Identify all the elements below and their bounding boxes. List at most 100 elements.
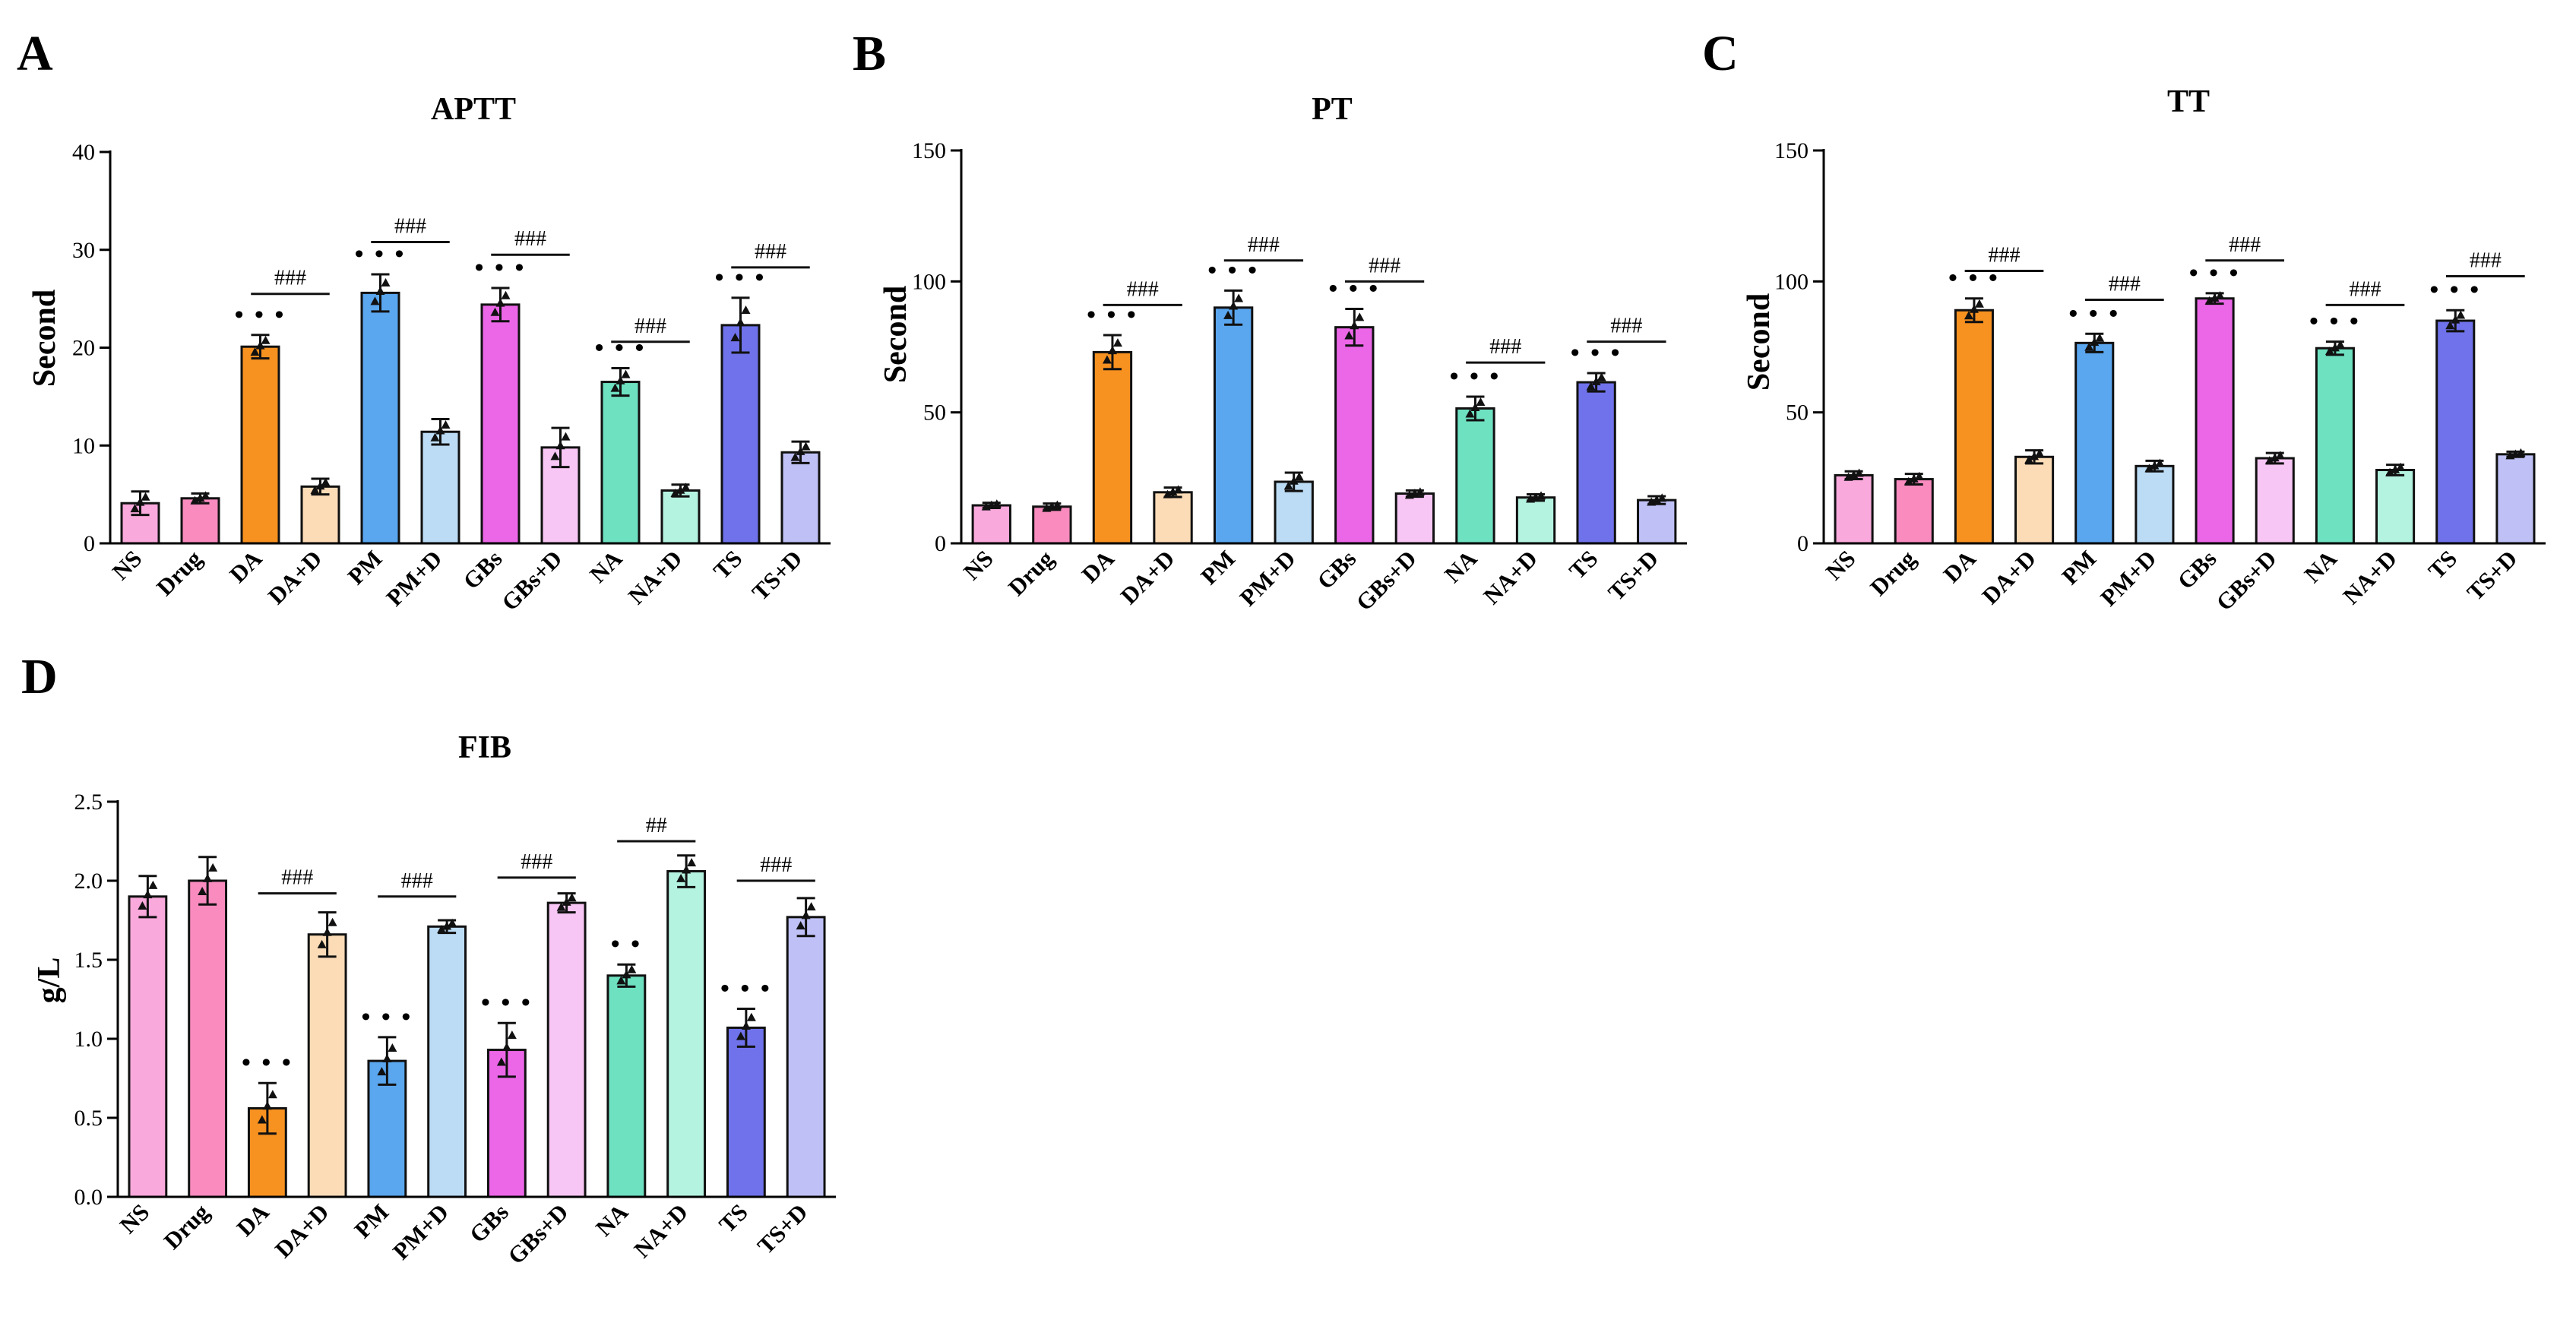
x-tick-label-pm-plus-d: PM+D bbox=[388, 1198, 454, 1264]
bar-pm bbox=[360, 291, 400, 545]
data-point-pm-plus-d bbox=[2150, 461, 2160, 470]
data-point-da-plus-d bbox=[321, 477, 331, 486]
data-point-da-plus-d bbox=[2024, 455, 2034, 464]
significance-dots-da: • • • bbox=[235, 301, 286, 329]
data-point-drug bbox=[190, 495, 200, 505]
y-axis-label-tt: Second bbox=[1742, 293, 1777, 391]
data-point-drug bbox=[195, 493, 205, 502]
significance-dots-ts: • • • bbox=[720, 974, 772, 1002]
significance-dots-da: • • • bbox=[242, 1049, 293, 1077]
bar-pm-plus-d bbox=[420, 430, 460, 545]
x-tick-label-drug: Drug bbox=[159, 1198, 215, 1255]
bar-drug bbox=[1032, 505, 1072, 545]
significance-label-gbs: ### bbox=[514, 227, 546, 251]
data-point-drug bbox=[1052, 500, 1062, 509]
x-tick-label-da: DA bbox=[231, 1198, 274, 1242]
x-tick-label-ts: TS bbox=[708, 545, 748, 584]
data-point-ts bbox=[746, 1012, 756, 1021]
data-point-na-plus-d bbox=[2385, 467, 2395, 476]
data-point-da-plus-d bbox=[322, 927, 332, 936]
bar-ns bbox=[128, 895, 168, 1198]
data-point-pm bbox=[370, 296, 380, 305]
data-point-da bbox=[1964, 311, 1973, 320]
significance-dots-da: • • • bbox=[1948, 264, 2000, 293]
x-tick-label-gbs: GBs bbox=[464, 1198, 514, 1248]
x-tick-label-na-plus-d: NA+D bbox=[623, 545, 688, 609]
significance-dots-ts: • • • bbox=[1571, 339, 1622, 367]
data-point-na bbox=[1465, 409, 1475, 418]
y-tick-label: 0 bbox=[1797, 531, 1809, 556]
bar-gbs-plus-d bbox=[1394, 492, 1435, 545]
significance-dots-gbs: • • • bbox=[481, 989, 533, 1017]
data-point-na bbox=[622, 970, 631, 979]
data-point-na bbox=[1476, 397, 1486, 406]
data-point-na-plus-d bbox=[2391, 464, 2400, 473]
chart-title-tt: TT bbox=[2167, 84, 2210, 119]
data-point-na bbox=[1470, 402, 1480, 411]
x-tick-label-pm: PM bbox=[2056, 545, 2101, 590]
data-point-na-plus-d bbox=[682, 865, 691, 874]
data-point-da bbox=[257, 1115, 267, 1124]
data-point-da-plus-d bbox=[310, 485, 320, 494]
bar-ts bbox=[720, 324, 761, 545]
data-point-ts bbox=[730, 333, 740, 342]
data-point-pm bbox=[381, 277, 391, 286]
x-tick-label-ns: NS bbox=[1821, 545, 1861, 585]
data-point-pm bbox=[2084, 342, 2094, 351]
y-tick-label: 0.5 bbox=[74, 1106, 103, 1131]
bar-ts-plus-d bbox=[786, 916, 826, 1198]
y-tick-label: 150 bbox=[1774, 138, 1809, 163]
data-point-pm bbox=[388, 1043, 397, 1052]
x-tick-label-na-plus-d: NA+D bbox=[628, 1198, 693, 1263]
data-point-gbs bbox=[2215, 290, 2225, 299]
data-point-na bbox=[2324, 347, 2334, 356]
bar-drug bbox=[188, 879, 228, 1198]
bar-ns bbox=[971, 504, 1011, 545]
data-point-ns bbox=[138, 900, 147, 910]
data-point-na bbox=[616, 375, 625, 385]
x-tick-label-pm-plus-d: PM+D bbox=[1235, 545, 1301, 611]
data-point-na bbox=[2330, 343, 2340, 352]
data-point-da-plus-d bbox=[1168, 487, 1178, 496]
bar-pm bbox=[2074, 341, 2115, 545]
data-point-gbs bbox=[502, 1043, 511, 1052]
bar-ts bbox=[2435, 319, 2476, 545]
x-tick-label-ts: TS bbox=[2423, 545, 2463, 584]
data-point-gbs bbox=[490, 307, 500, 316]
data-point-ts-plus-d bbox=[790, 452, 800, 461]
x-tick-label-da-plus-d: DA+D bbox=[1976, 545, 2041, 609]
data-point-pm-plus-d bbox=[442, 921, 452, 930]
data-point-gbs-plus-d bbox=[562, 897, 571, 906]
x-tick-label-ts-plus-d: TS+D bbox=[747, 545, 808, 606]
data-point-gbs bbox=[507, 1030, 517, 1040]
x-tick-label-pm: PM bbox=[1195, 545, 1240, 590]
data-point-ts-plus-d bbox=[806, 902, 816, 911]
data-point-ns bbox=[1843, 472, 1853, 481]
bar-na bbox=[2315, 347, 2355, 545]
y-tick-label: 0.0 bbox=[74, 1185, 103, 1210]
significance-dots-na: • • • bbox=[1450, 362, 1502, 391]
data-point-da bbox=[1107, 346, 1117, 355]
panel-d: D FIB g/L 0.0 0.5 1.0 1.5 2.0 2.5 NS Drug DADA+D… bbox=[21, 649, 836, 1269]
chart-title-pt: PT bbox=[1312, 92, 1353, 127]
data-point-gbs-plus-d bbox=[1415, 487, 1425, 496]
data-point-gbs bbox=[2204, 296, 2214, 305]
bar-na bbox=[606, 974, 647, 1198]
data-point-ts bbox=[2445, 321, 2455, 330]
data-point-drug bbox=[208, 862, 218, 872]
x-tick-label-gbs: GBs bbox=[2173, 545, 2222, 594]
significance-label-pm: ### bbox=[1248, 233, 1280, 257]
data-point-drug bbox=[1914, 471, 1924, 480]
data-point-ns bbox=[135, 497, 145, 506]
x-tick-label-gbs-plus-d: GBs+D bbox=[496, 545, 567, 616]
data-point-da bbox=[1112, 338, 1122, 347]
y-tick-label: 2.5 bbox=[74, 790, 103, 815]
y-tick-label: 150 bbox=[912, 138, 946, 163]
bar-na-plus-d bbox=[666, 870, 707, 1198]
x-tick-label-da: DA bbox=[224, 545, 267, 588]
data-point-pm-plus-d bbox=[2155, 458, 2165, 467]
data-point-da bbox=[267, 1090, 277, 1099]
x-tick-label-na: NA bbox=[584, 545, 628, 588]
